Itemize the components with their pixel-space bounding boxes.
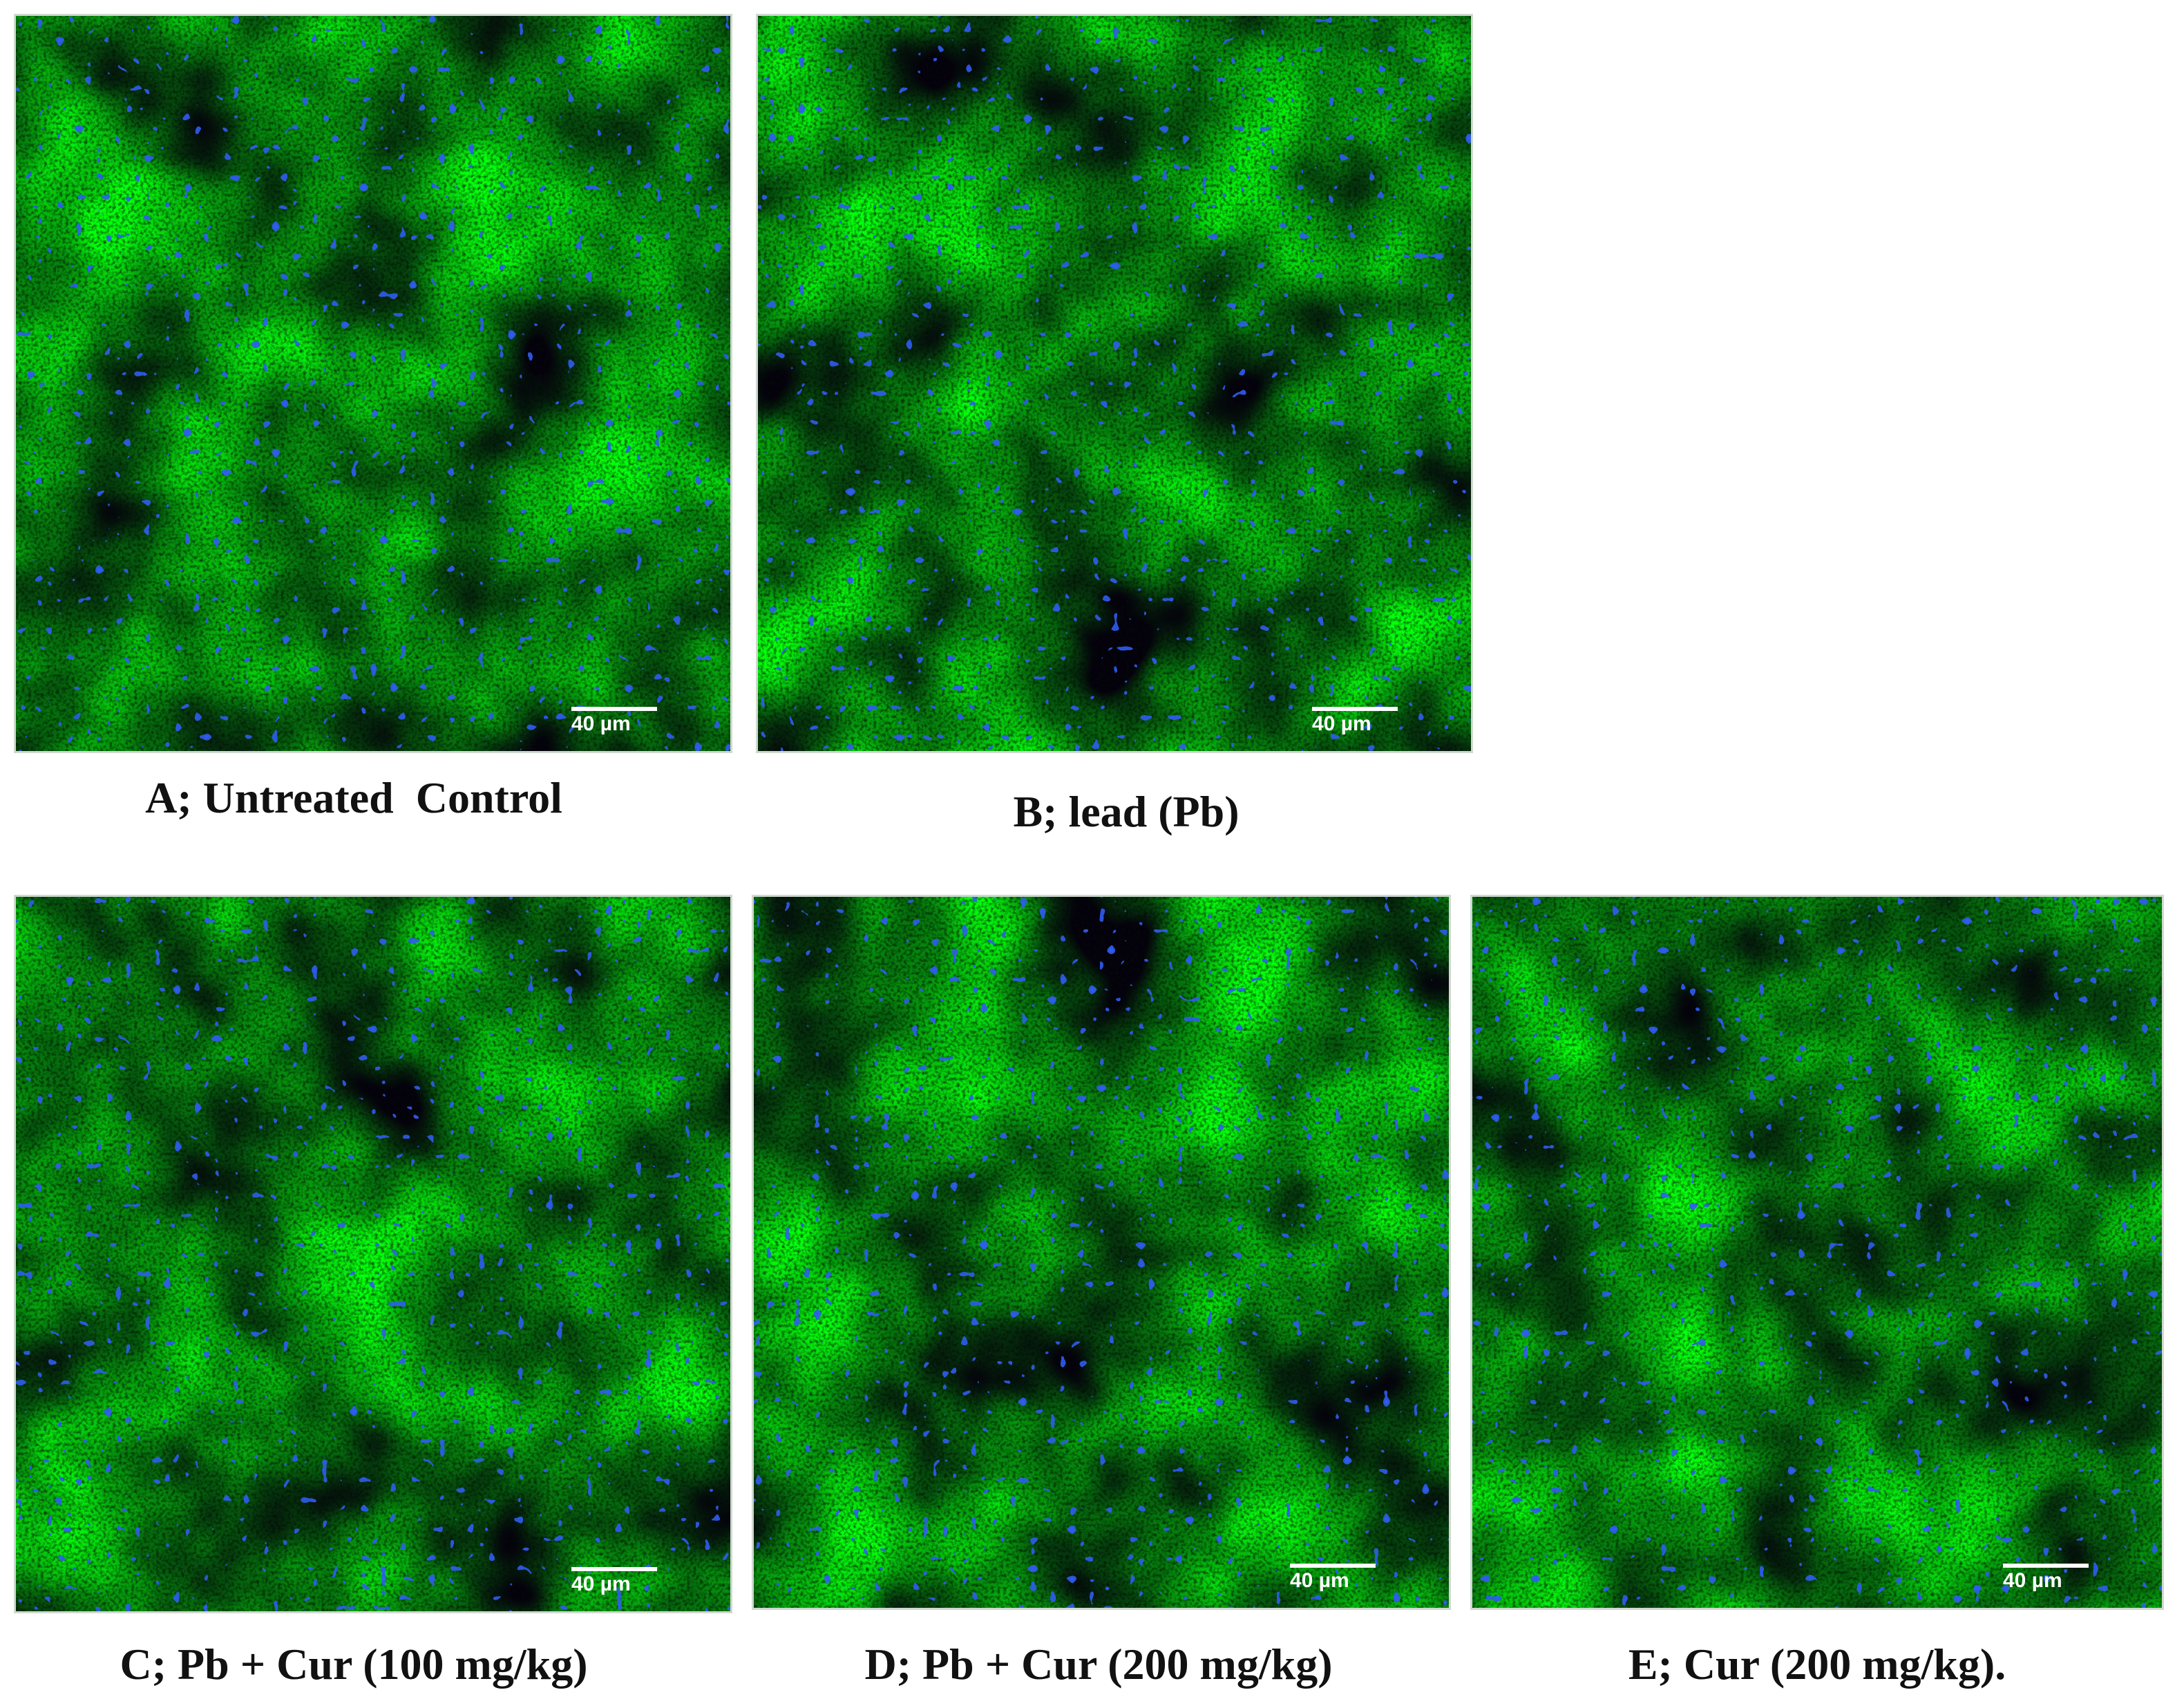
panel-caption: D; Pb + Cur (200 mg/kg): [864, 1640, 1333, 1689]
micrograph-panel: 40 µm: [752, 895, 1451, 1610]
tissue-texture: [1472, 897, 2162, 1608]
micrograph: [16, 16, 730, 751]
tissue-texture: [16, 897, 730, 1611]
scale-bar: [2003, 1564, 2089, 1568]
micrograph: [754, 897, 1449, 1608]
scale-bar-label: 40 µm: [571, 1573, 631, 1595]
micrograph: [758, 16, 1471, 751]
micrograph-panel: 40 µm: [14, 14, 732, 753]
micrograph-panel: 40 µm: [14, 895, 732, 1613]
scale-bar: [1312, 707, 1398, 711]
scale-bar: [1290, 1564, 1376, 1568]
scale-bar: [571, 1567, 657, 1571]
micrograph: [16, 897, 730, 1611]
micrograph: [1472, 897, 2162, 1608]
tissue-texture: [16, 16, 730, 751]
micrograph-panel: 40 µm: [756, 14, 1473, 753]
scale-bar-label: 40 µm: [2003, 1569, 2062, 1592]
panel-caption: E; Cur (200 mg/kg).: [1628, 1640, 2006, 1689]
tissue-texture: [754, 897, 1449, 1608]
scale-bar-label: 40 µm: [1312, 712, 1371, 735]
panel-caption: A; Untreated Control: [145, 773, 562, 822]
scale-bar: [571, 707, 657, 711]
scale-bar-label: 40 µm: [1290, 1569, 1349, 1592]
scale-bar-label: 40 µm: [571, 712, 631, 735]
micrograph-panel: 40 µm: [1470, 895, 2164, 1610]
tissue-texture: [758, 16, 1471, 751]
panel-caption: B; lead (Pb): [1013, 787, 1240, 836]
panel-caption: C; Pb + Cur (100 mg/kg): [120, 1640, 588, 1689]
